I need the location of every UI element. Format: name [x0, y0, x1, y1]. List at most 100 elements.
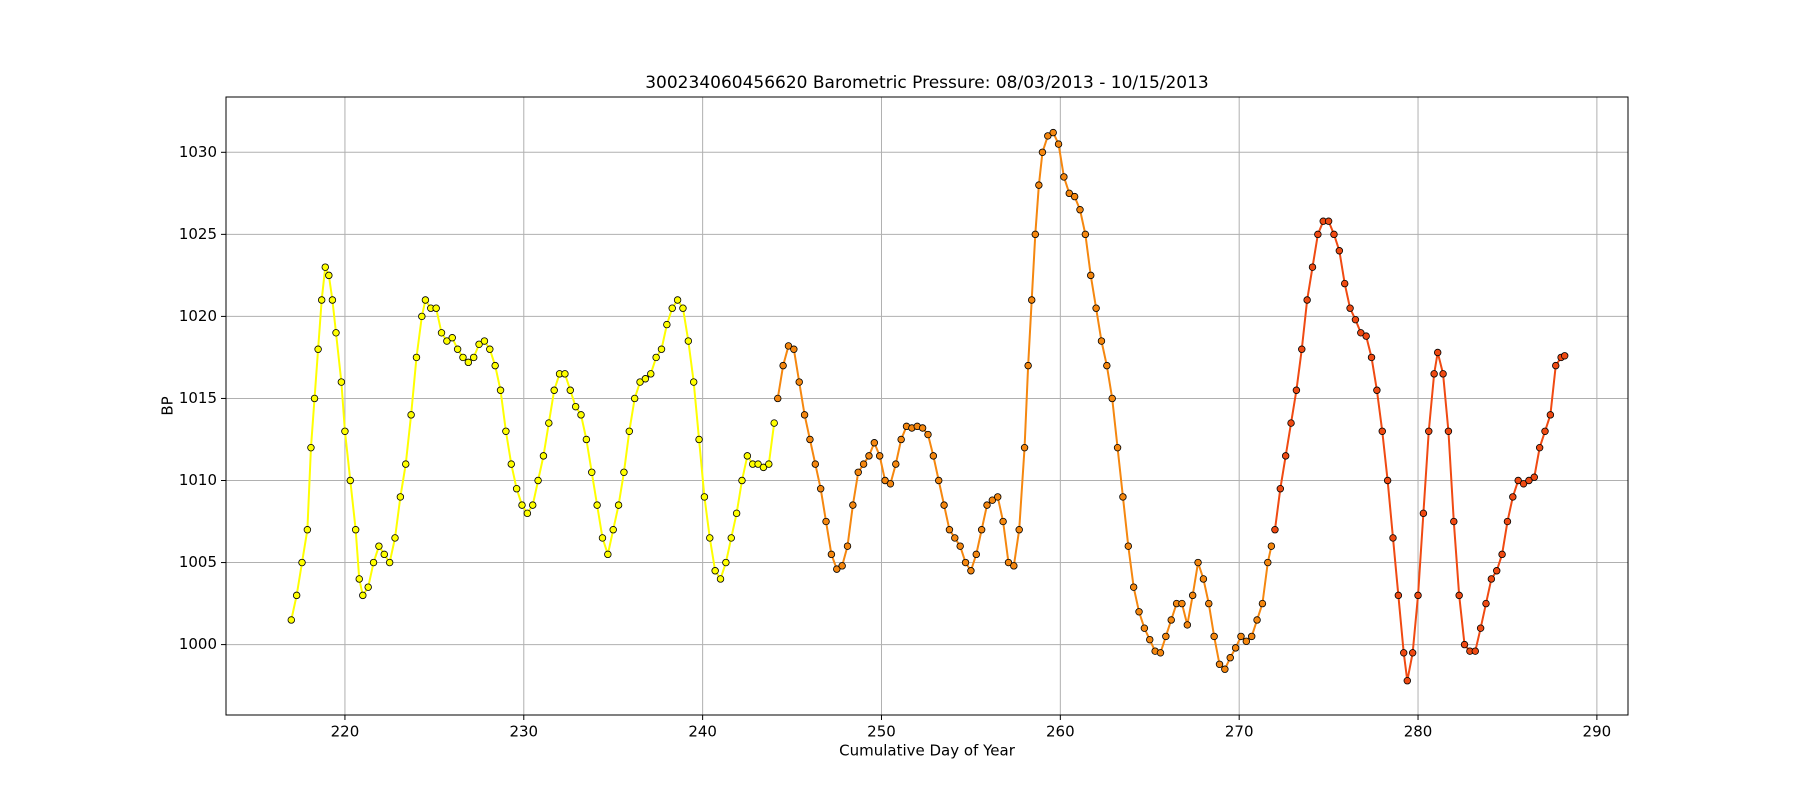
data-point	[1560, 352, 1569, 360]
data-point	[754, 460, 762, 468]
data-point	[1335, 247, 1344, 255]
data-point	[1425, 427, 1433, 435]
data-point	[983, 501, 991, 509]
data-point	[1035, 181, 1043, 189]
data-point	[816, 485, 825, 493]
data-point	[1264, 558, 1272, 567]
data-point	[738, 476, 746, 485]
data-point	[870, 439, 879, 447]
data-point	[1231, 644, 1240, 652]
data-point	[437, 329, 446, 337]
data-point	[918, 424, 927, 432]
series-line	[776, 131, 1273, 671]
data-point	[523, 509, 532, 518]
y-tick-label: 1025	[179, 225, 217, 243]
data-point	[1400, 649, 1408, 657]
data-point	[550, 386, 558, 394]
data-point	[1015, 526, 1023, 534]
data-point	[421, 296, 430, 304]
data-point	[1351, 315, 1360, 324]
data-point	[1439, 370, 1447, 378]
data-point	[1237, 632, 1245, 641]
data-point	[1028, 296, 1036, 304]
data-point	[1514, 476, 1522, 485]
data-point	[657, 345, 666, 353]
data-point	[1460, 640, 1469, 649]
data-point	[1493, 567, 1501, 575]
data-point	[412, 353, 421, 362]
data-point	[337, 378, 346, 386]
y-axis-label: BP	[159, 396, 177, 415]
data-point	[1530, 473, 1538, 481]
data-point	[994, 493, 1002, 501]
x-tick-label: 280	[1404, 723, 1433, 741]
data-point	[1287, 419, 1295, 427]
data-point	[800, 411, 809, 419]
data-point	[1140, 624, 1149, 632]
data-point	[375, 542, 383, 550]
data-point	[464, 358, 473, 367]
data-point	[1221, 665, 1229, 673]
data-point	[1444, 427, 1453, 435]
data-point	[1119, 493, 1127, 501]
data-point	[1183, 621, 1192, 629]
data-point	[507, 460, 515, 468]
data-point	[582, 435, 591, 444]
data-point	[588, 468, 596, 476]
data-point	[1403, 677, 1411, 685]
data-point	[774, 394, 782, 403]
data-point	[1541, 427, 1549, 435]
data-point	[732, 509, 741, 518]
data-point	[999, 517, 1007, 526]
data-point	[1226, 654, 1234, 662]
series-line	[290, 263, 776, 621]
data-point	[1146, 635, 1154, 644]
data-point	[325, 271, 333, 280]
data-point	[886, 480, 895, 488]
data-point	[1092, 304, 1100, 312]
data-point	[1242, 637, 1251, 646]
data-point	[593, 501, 601, 509]
data-point	[1519, 480, 1528, 488]
data-point	[951, 534, 959, 542]
data-point	[1324, 217, 1333, 225]
data-point	[1308, 263, 1317, 271]
data-point	[1162, 632, 1170, 641]
data-point	[700, 493, 709, 501]
data-point	[967, 567, 975, 575]
data-point	[668, 304, 676, 312]
data-point	[1258, 599, 1267, 608]
data-point	[1097, 337, 1106, 345]
data-point	[298, 558, 306, 567]
data-point	[512, 485, 521, 493]
data-point	[1210, 632, 1218, 641]
data-point	[972, 550, 980, 559]
data-point	[328, 296, 337, 304]
y-tick-label: 1015	[179, 389, 217, 407]
data-point	[838, 562, 846, 570]
chart-title: 300234060456620 Barometric Pressure: 08/…	[645, 73, 1209, 93]
data-point	[364, 583, 372, 591]
data-point	[1552, 361, 1560, 370]
data-point	[1450, 517, 1458, 526]
x-tick-label: 230	[509, 723, 538, 741]
data-point	[459, 353, 467, 362]
data-point	[1215, 660, 1224, 668]
data-point	[571, 402, 580, 411]
data-point	[892, 460, 900, 468]
data-point	[604, 550, 612, 559]
data-point	[341, 427, 349, 435]
data-point	[1087, 271, 1095, 280]
data-point	[977, 526, 986, 534]
data-point	[317, 296, 326, 304]
data-point	[1031, 230, 1039, 239]
data-point	[407, 411, 415, 419]
data-point	[502, 427, 510, 435]
data-point	[314, 345, 322, 353]
data-point	[956, 542, 964, 550]
data-point	[1010, 562, 1018, 570]
data-point	[1135, 608, 1143, 616]
data-point	[1362, 332, 1370, 340]
data-point	[1076, 206, 1084, 214]
data-point	[711, 567, 719, 575]
